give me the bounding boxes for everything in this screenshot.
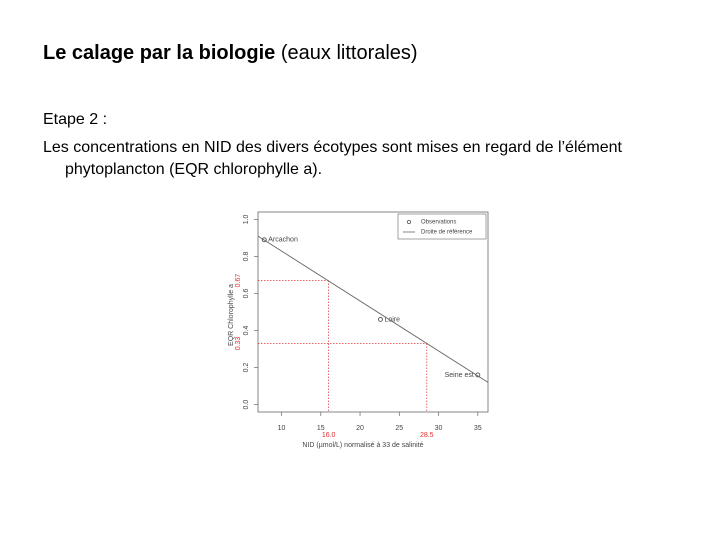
x-tick-label: 10 — [278, 425, 286, 432]
paragraph: Les concentrations en NID des divers éco… — [43, 139, 622, 178]
point-label: Arcachon — [268, 237, 298, 244]
point-label: Seine est — [445, 372, 474, 379]
x-tick-label: 15 — [317, 425, 325, 432]
legend-symbol — [406, 219, 411, 224]
annotation-y-label: 0.67 — [235, 274, 242, 288]
y-tick-label: 0.4 — [243, 326, 250, 336]
x-tick-label: 35 — [474, 425, 482, 432]
y-tick-label: 0.6 — [243, 289, 250, 299]
y-tick-label: 0.8 — [243, 251, 250, 261]
y-tick-label: 0.0 — [243, 400, 250, 410]
y-axis-label: EQR Chlorophylle a — [228, 284, 235, 346]
title-rest: (eaux littorales) — [280, 42, 418, 64]
x-tick-label: 20 — [356, 425, 364, 432]
data-point — [378, 316, 383, 322]
step: Etape 2 : — [43, 111, 108, 128]
y-tick-label: 0.2 — [243, 363, 250, 373]
slide-title: Le calage par la biologie (eaux littoral… — [43, 42, 418, 65]
y-tick-label: 1.0 — [243, 214, 250, 224]
data-point — [261, 237, 267, 243]
x-tick-label: 30 — [435, 425, 443, 432]
legend-label: Droite de référence — [421, 230, 473, 236]
reference-line — [257, 235, 489, 383]
x-axis-label: NID (µmol/L) normalisé à 33 de salinité — [302, 442, 423, 449]
x-tick-label: 25 — [395, 425, 403, 432]
annotation-x-label: 28.5 — [420, 432, 434, 439]
annotation-y-label: 0.33 — [235, 337, 242, 351]
title-bold: Le calage par la biologie — [43, 42, 276, 64]
legend-label: Observations — [421, 220, 456, 226]
plot-frame — [257, 211, 489, 413]
annotation-x-label: 16.0 — [322, 432, 336, 439]
legend-box — [397, 213, 487, 240]
point-label: Loire — [384, 316, 400, 323]
